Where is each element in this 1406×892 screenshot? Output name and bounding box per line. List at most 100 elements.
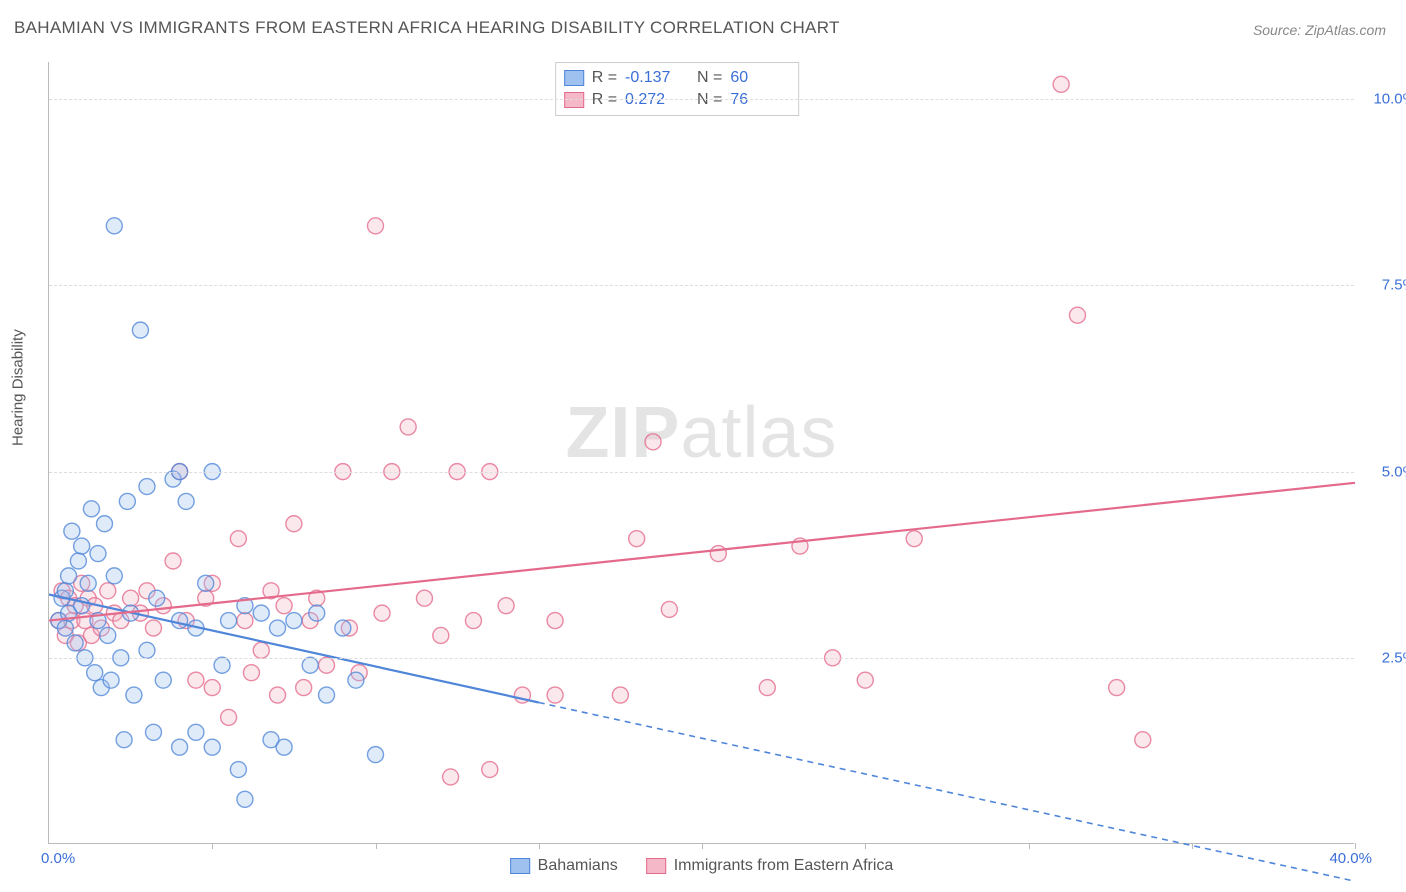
scatter-point bbox=[296, 680, 312, 696]
scatter-point bbox=[90, 546, 106, 562]
gridline bbox=[49, 285, 1354, 286]
scatter-point bbox=[103, 672, 119, 688]
scatter-point bbox=[374, 605, 390, 621]
scatter-point bbox=[368, 747, 384, 763]
scatter-point bbox=[74, 538, 90, 554]
scatter-point bbox=[106, 568, 122, 584]
scatter-point bbox=[612, 687, 628, 703]
scatter-point bbox=[155, 672, 171, 688]
source-attribution: Source: ZipAtlas.com bbox=[1253, 22, 1386, 38]
scatter-point bbox=[759, 680, 775, 696]
scatter-point bbox=[214, 657, 230, 673]
scatter-point bbox=[243, 665, 259, 681]
scatter-point bbox=[97, 516, 113, 532]
scatter-point bbox=[172, 739, 188, 755]
x-axis-max-label: 40.0% bbox=[1329, 850, 1372, 867]
scatter-point bbox=[237, 613, 253, 629]
scatter-point bbox=[237, 791, 253, 807]
scatter-point bbox=[132, 322, 148, 338]
scatter-point bbox=[198, 575, 214, 591]
scatter-point bbox=[319, 687, 335, 703]
scatter-point bbox=[1053, 76, 1069, 92]
gridline bbox=[49, 472, 1354, 473]
scatter-point bbox=[286, 516, 302, 532]
scatter-point bbox=[710, 546, 726, 562]
scatter-point bbox=[178, 493, 194, 509]
y-tick-label: 10.0% bbox=[1373, 91, 1406, 108]
scatter-point bbox=[335, 620, 351, 636]
scatter-point bbox=[276, 739, 292, 755]
scatter-point bbox=[270, 620, 286, 636]
plot-area: ZIPatlas R = -0.137 N = 60 R = 0.272 N =… bbox=[48, 62, 1354, 844]
scatter-point bbox=[465, 613, 481, 629]
scatter-point bbox=[645, 434, 661, 450]
y-tick-label: 7.5% bbox=[1382, 277, 1406, 294]
chart-title: BAHAMIAN VS IMMIGRANTS FROM EASTERN AFRI… bbox=[14, 18, 840, 38]
scatter-point bbox=[139, 642, 155, 658]
x-tick bbox=[702, 843, 703, 849]
legend-swatch-pink bbox=[646, 858, 666, 874]
legend-label: Bahamians bbox=[538, 857, 618, 875]
scatter-point bbox=[61, 568, 77, 584]
scatter-point bbox=[230, 531, 246, 547]
x-tick bbox=[1355, 843, 1356, 849]
scatter-point bbox=[857, 672, 873, 688]
scatter-point bbox=[906, 531, 922, 547]
scatter-point bbox=[100, 583, 116, 599]
scatter-point bbox=[106, 218, 122, 234]
scatter-point bbox=[270, 687, 286, 703]
series-legend: Bahamians Immigrants from Eastern Africa bbox=[510, 857, 894, 875]
scatter-point bbox=[1069, 307, 1085, 323]
y-axis-title: Hearing Disability bbox=[10, 329, 27, 446]
scatter-point bbox=[319, 657, 335, 673]
scatter-point bbox=[80, 575, 96, 591]
legend-label: Immigrants from Eastern Africa bbox=[674, 857, 894, 875]
legend-item: Bahamians bbox=[510, 857, 618, 875]
scatter-point bbox=[116, 732, 132, 748]
scatter-point bbox=[139, 479, 155, 495]
scatter-point bbox=[302, 657, 318, 673]
scatter-point bbox=[348, 672, 364, 688]
scatter-point bbox=[87, 665, 103, 681]
scatter-point bbox=[253, 605, 269, 621]
scatter-point bbox=[547, 687, 563, 703]
scatter-point bbox=[204, 739, 220, 755]
scatter-point bbox=[416, 590, 432, 606]
scatter-point bbox=[498, 598, 514, 614]
regression-line-pink bbox=[49, 483, 1355, 621]
scatter-point bbox=[309, 605, 325, 621]
scatter-point bbox=[253, 642, 269, 658]
legend-swatch-blue bbox=[510, 858, 530, 874]
x-tick bbox=[539, 843, 540, 849]
scatter-point bbox=[204, 680, 220, 696]
scatter-point bbox=[221, 709, 237, 725]
scatter-point bbox=[482, 762, 498, 778]
scatter-point bbox=[145, 724, 161, 740]
x-tick bbox=[212, 843, 213, 849]
regression-line-blue-solid bbox=[49, 595, 539, 703]
scatter-point bbox=[547, 613, 563, 629]
plot-svg bbox=[49, 62, 1354, 843]
scatter-point bbox=[221, 613, 237, 629]
scatter-point bbox=[119, 493, 135, 509]
gridline bbox=[49, 658, 1354, 659]
scatter-point bbox=[70, 553, 86, 569]
scatter-point bbox=[629, 531, 645, 547]
scatter-point bbox=[400, 419, 416, 435]
x-tick bbox=[376, 843, 377, 849]
gridline bbox=[49, 99, 1354, 100]
scatter-point bbox=[172, 613, 188, 629]
scatter-point bbox=[433, 627, 449, 643]
scatter-point bbox=[64, 523, 80, 539]
scatter-point bbox=[276, 598, 292, 614]
scatter-point bbox=[443, 769, 459, 785]
y-tick-label: 5.0% bbox=[1382, 463, 1406, 480]
scatter-point bbox=[368, 218, 384, 234]
scatter-point bbox=[126, 687, 142, 703]
scatter-point bbox=[149, 590, 165, 606]
scatter-point bbox=[188, 724, 204, 740]
x-tick bbox=[1029, 843, 1030, 849]
scatter-point bbox=[83, 501, 99, 517]
scatter-point bbox=[165, 553, 181, 569]
scatter-point bbox=[57, 620, 73, 636]
